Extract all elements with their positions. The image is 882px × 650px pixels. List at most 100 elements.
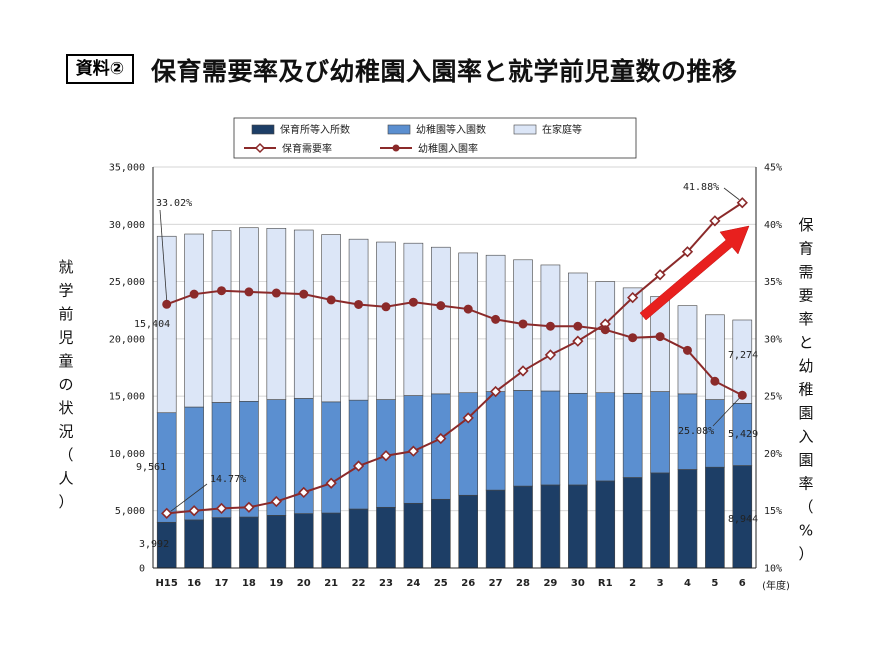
left-tick-label: 35,000	[109, 163, 145, 174]
line-hoiku-demand	[166, 201, 743, 515]
bar-kinder	[211, 402, 232, 518]
x-tick-label: 6	[739, 578, 746, 589]
legend-marker	[254, 142, 266, 154]
left-tick-label: 25,000	[109, 277, 145, 288]
x-tick-label: 19	[269, 578, 283, 589]
point-kinder-rate	[408, 297, 418, 307]
x-tick-label: 17	[215, 578, 229, 589]
point-hoiku-demand	[462, 412, 474, 424]
point-kinder-rate	[326, 295, 336, 305]
bar-nursery	[677, 469, 698, 569]
x-unit-label: (年度)	[762, 579, 790, 592]
x-tick-label: H15	[156, 578, 178, 589]
bar-nursery	[321, 512, 341, 569]
point-kinder-rate	[682, 345, 692, 355]
point-hoiku-demand	[544, 349, 557, 361]
point-kinder-rate	[600, 325, 610, 335]
line-kinder-rate	[166, 289, 743, 397]
annotation-leader	[159, 209, 168, 301]
bar-kinder	[430, 393, 451, 500]
bar-home	[348, 238, 369, 401]
annotation-label: 7,274	[728, 350, 758, 361]
bar-nursery	[266, 514, 287, 569]
bar-home	[705, 314, 725, 400]
annotation-label: 9,561	[136, 462, 166, 473]
x-tick-label: 21	[324, 578, 338, 589]
right-tick-label: 40%	[764, 220, 782, 231]
point-kinder-rate	[737, 390, 747, 400]
bar-nursery	[239, 516, 259, 569]
annotation-label: 15,404	[134, 319, 170, 330]
right-tick-label: 45%	[764, 163, 782, 174]
bar-home	[156, 235, 177, 414]
bar-nursery	[513, 485, 533, 569]
left-axis-label: 就学前児童の状況（人）	[58, 258, 73, 511]
bar-home	[211, 230, 232, 403]
bar-nursery	[211, 517, 232, 569]
bar-home	[403, 242, 424, 396]
x-tick-label: 23	[379, 578, 393, 589]
legend-swatch	[251, 124, 275, 135]
bar-nursery	[184, 519, 204, 569]
point-hoiku-demand	[736, 197, 748, 209]
x-tick-label: 22	[352, 578, 366, 589]
point-hoiku-demand	[435, 432, 447, 445]
legend-box	[233, 117, 637, 159]
point-kinder-rate	[217, 286, 227, 296]
legend-label: 保育需要率	[282, 142, 332, 155]
bar-kinder	[184, 406, 204, 521]
point-hoiku-demand	[517, 365, 529, 377]
right-axis-label: 保育需要率と幼稚園入園率（%）	[798, 216, 813, 563]
bar-nursery	[293, 513, 314, 569]
bar-kinder	[239, 400, 259, 518]
point-kinder-rate	[573, 321, 583, 331]
bar-nursery	[540, 484, 561, 569]
bar-home	[458, 252, 479, 394]
bar-nursery	[622, 477, 643, 569]
legend-marker	[392, 144, 400, 152]
left-tick-label: 0	[139, 564, 145, 575]
bar-nursery	[568, 484, 588, 569]
annotation-leader	[170, 483, 208, 512]
bar-home	[430, 246, 451, 395]
point-hoiku-demand	[627, 291, 639, 304]
bar-nursery	[485, 489, 506, 569]
bar-nursery	[705, 466, 725, 569]
point-kinder-rate	[162, 299, 172, 309]
x-tick-label: 18	[242, 578, 256, 589]
left-tick-label: 30,000	[109, 220, 145, 231]
bar-home	[376, 241, 396, 400]
point-kinder-rate	[628, 333, 638, 343]
point-kinder-rate	[463, 304, 473, 314]
x-tick-label: R1	[598, 578, 613, 589]
bar-home	[321, 234, 341, 403]
x-tick-label: 27	[489, 578, 503, 589]
point-kinder-rate	[436, 301, 446, 311]
point-kinder-rate	[299, 289, 309, 299]
legend-label: 在家庭等	[542, 123, 582, 136]
x-tick-label: 28	[516, 578, 530, 589]
x-tick-label: 5	[711, 578, 718, 589]
right-tick-label: 20%	[764, 449, 782, 460]
point-hoiku-demand	[298, 486, 310, 499]
annotation-label: 5,429	[728, 429, 758, 440]
annotation-label: 33.02%	[156, 198, 192, 209]
point-hoiku-demand	[352, 460, 365, 472]
point-kinder-rate	[491, 314, 501, 324]
point-kinder-rate	[710, 376, 720, 386]
bar-home	[293, 229, 314, 399]
x-tick-label: 29	[543, 578, 557, 589]
point-kinder-rate	[244, 287, 254, 297]
right-tick-label: 15%	[764, 506, 782, 517]
point-hoiku-demand	[380, 450, 392, 462]
point-kinder-rate	[354, 299, 364, 309]
x-tick-label: 24	[406, 578, 420, 589]
point-kinder-rate	[271, 288, 281, 298]
page-title: 保育需要率及び幼稚園入園率と就学前児童数の推移	[151, 57, 738, 86]
bar-home	[732, 319, 753, 404]
legend-label: 幼稚園入園率	[418, 142, 478, 155]
bar-nursery	[430, 498, 451, 569]
bar-nursery	[458, 494, 479, 569]
left-tick-label: 20,000	[109, 334, 145, 345]
